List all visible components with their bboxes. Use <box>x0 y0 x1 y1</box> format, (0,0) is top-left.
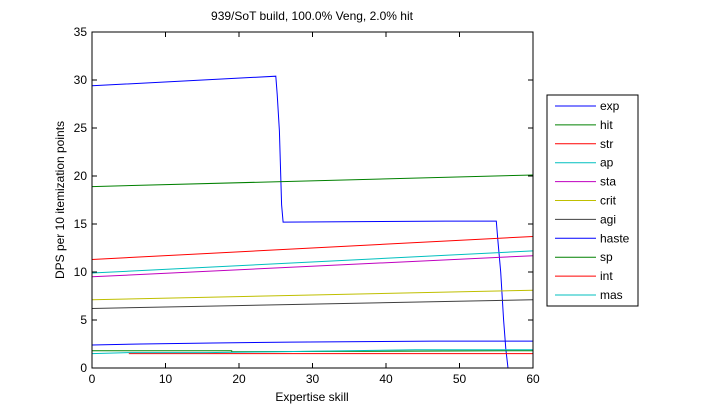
chart-title: 939/SoT build, 100.0% Veng, 2.0% hit <box>211 9 414 23</box>
y-tick-label: 20 <box>74 169 88 183</box>
series-line-mas <box>91 349 533 355</box>
y-tick-label: 10 <box>74 265 88 279</box>
axis-ticks: 0 10 20 30 40 50 60 0 5 10 15 20 25 30 35 <box>74 25 540 386</box>
legend-label-str: str <box>600 137 613 151</box>
y-tick-label: 30 <box>74 73 88 87</box>
series-line-str <box>91 236 534 260</box>
series-line-crit <box>91 289 534 301</box>
y-axis-label: DPS per 10 itemization points <box>53 121 67 279</box>
legend-label-mas: mas <box>600 288 623 302</box>
legend-label-agi: agi <box>600 212 616 226</box>
x-tick-label: 40 <box>379 372 393 386</box>
legend-label-exp: exp <box>600 99 620 113</box>
y-tick-label: 35 <box>74 25 88 39</box>
y-tick-label: 25 <box>74 121 88 135</box>
y-tick-label: 0 <box>80 361 87 375</box>
legend: exp hit str ap sta crit agi haste sp int mas <box>546 94 639 307</box>
x-axis-label: Expertise skill <box>275 390 348 404</box>
legend-label-crit: crit <box>600 194 617 208</box>
series-line-hit <box>91 174 534 188</box>
plot-area <box>92 32 533 368</box>
x-tick-label: 0 <box>89 372 96 386</box>
legend-label-sp: sp <box>600 250 613 264</box>
series-line-sta <box>91 255 534 278</box>
x-tick-label: 60 <box>526 372 540 386</box>
legend-label-haste: haste <box>600 231 630 245</box>
series-line-sp <box>92 350 534 353</box>
x-tick-label: 20 <box>232 372 246 386</box>
legend-label-int: int <box>600 269 613 283</box>
y-tick-label: 15 <box>74 217 88 231</box>
y-tick-label: 5 <box>80 313 87 327</box>
series-lines <box>91 75 534 369</box>
series-line-ap <box>91 250 534 274</box>
x-tick-label: 30 <box>306 372 320 386</box>
legend-label-hit: hit <box>600 118 613 132</box>
series-line-haste <box>91 340 533 346</box>
x-tick-label: 10 <box>159 372 173 386</box>
series-line-exp <box>91 75 509 369</box>
series-line-agi <box>91 299 534 309</box>
legend-label-sta: sta <box>600 175 616 189</box>
legend-label-ap: ap <box>600 156 614 170</box>
x-tick-label: 50 <box>453 372 467 386</box>
